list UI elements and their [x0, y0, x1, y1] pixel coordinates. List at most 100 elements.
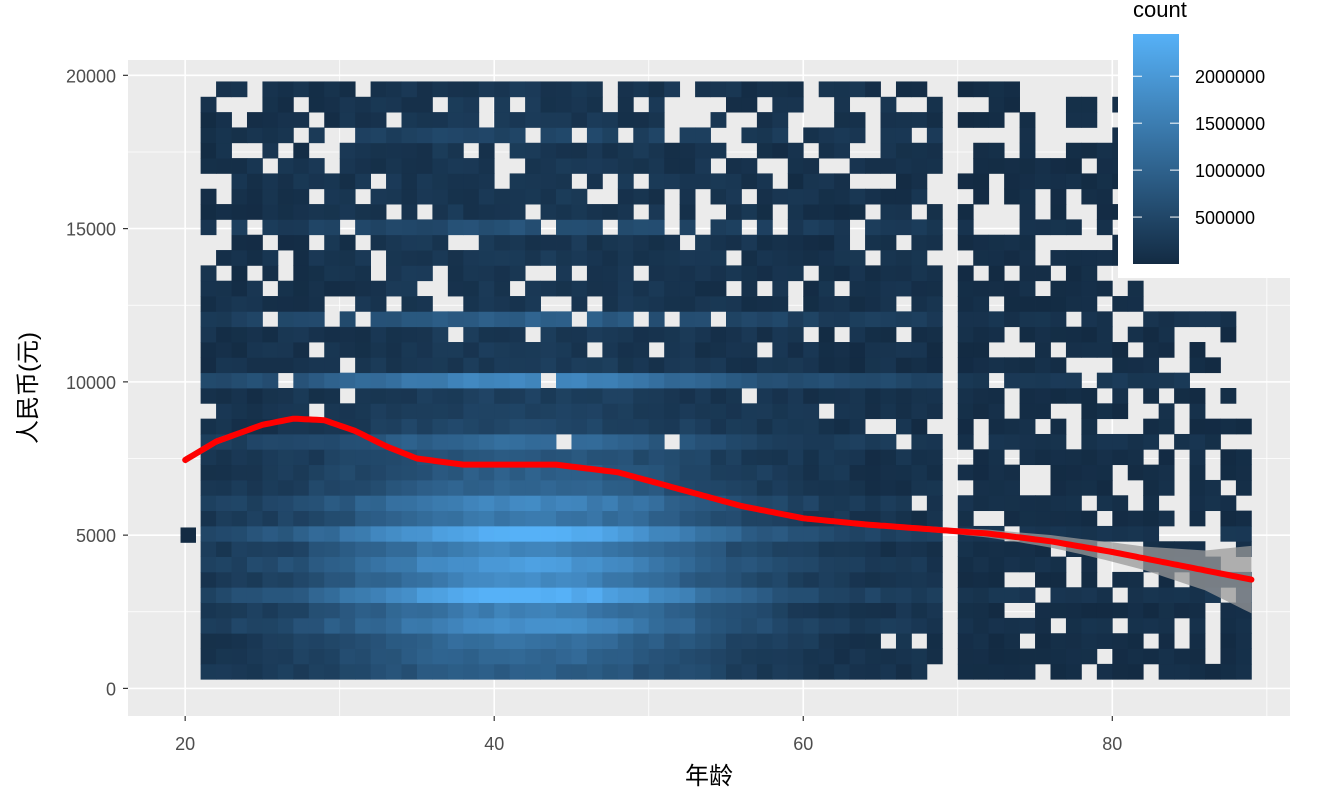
heatmap-bin [1127, 617, 1144, 634]
heatmap-bin [803, 311, 820, 328]
heatmap-bin [957, 433, 974, 450]
heatmap-bin [432, 418, 449, 435]
heatmap-bin [849, 418, 866, 435]
heatmap-bin [231, 280, 248, 297]
heatmap-bin [509, 265, 526, 282]
heatmap-bin [1035, 357, 1051, 374]
heatmap-bin [1050, 464, 1067, 481]
heatmap-bin [432, 388, 449, 404]
heatmap-bin [246, 127, 263, 144]
heatmap-bin [988, 479, 1005, 496]
heatmap-bin [617, 280, 634, 297]
heatmap-bin [988, 96, 1005, 113]
heatmap-bin [911, 648, 928, 665]
heatmap-bin [756, 602, 773, 619]
heatmap-bin [401, 617, 418, 634]
heatmap-bin [679, 587, 696, 603]
heatmap-bin [849, 633, 866, 649]
heatmap-bin [648, 433, 665, 450]
heatmap-bin [648, 617, 665, 634]
heatmap-bin [1205, 311, 1221, 328]
heatmap-bin [370, 142, 387, 159]
heatmap-bin [586, 326, 603, 343]
heatmap-bin [957, 388, 974, 404]
heatmap-bin [895, 204, 912, 220]
heatmap-bin [664, 234, 681, 251]
heatmap-bin [525, 633, 541, 649]
heatmap-bin [401, 388, 418, 404]
heatmap-bin [293, 464, 310, 481]
heatmap-bin [849, 342, 866, 358]
heatmap-bin [849, 158, 866, 174]
heatmap-bin [865, 617, 881, 634]
heatmap-bin [355, 479, 371, 496]
heatmap-bin [957, 326, 974, 343]
heatmap-bin [463, 188, 480, 205]
heatmap-bin [1220, 617, 1237, 634]
heatmap-bin [725, 357, 742, 374]
heatmap-bin [1143, 525, 1160, 542]
heatmap-bin [293, 326, 310, 343]
heatmap-bin [556, 663, 572, 680]
heatmap-bin [246, 633, 263, 649]
heatmap-bin [556, 587, 572, 603]
heatmap-bin [586, 510, 603, 527]
heatmap-bin [911, 556, 928, 573]
heatmap-bin [710, 433, 727, 450]
heatmap-bin [525, 495, 541, 512]
heatmap-bin [463, 617, 480, 634]
heatmap-bin [231, 464, 248, 481]
heatmap-bin [246, 495, 263, 512]
heatmap-bin [540, 541, 557, 557]
heatmap-bin [772, 433, 789, 450]
heatmap-bin [386, 633, 402, 649]
heatmap-bin [571, 204, 588, 220]
heatmap-bin [1035, 617, 1051, 634]
heatmap-bin [308, 587, 325, 603]
heatmap-bin [216, 357, 232, 374]
heatmap-bin [494, 510, 511, 527]
heatmap-bin [308, 602, 325, 619]
heatmap-bin [571, 142, 588, 159]
heatmap-bin [772, 96, 789, 113]
heatmap-bin [602, 571, 619, 588]
heatmap-bin [216, 633, 232, 649]
heatmap-bin [556, 357, 572, 374]
heatmap-bin [370, 510, 387, 527]
heatmap-bin [664, 403, 681, 420]
heatmap-bin [988, 663, 1005, 680]
heatmap-bin [926, 357, 943, 374]
heatmap-bin [1019, 296, 1036, 312]
heatmap-bin [324, 433, 341, 450]
heatmap-bin [416, 663, 433, 680]
heatmap-bin [725, 464, 742, 481]
heatmap-bin [401, 587, 418, 603]
heatmap-bin [277, 234, 294, 251]
heatmap-bin [556, 142, 572, 159]
heatmap-bin [571, 372, 588, 389]
heatmap-bin [1035, 433, 1051, 450]
heatmap-bin [911, 188, 928, 205]
heatmap-bin [1127, 510, 1144, 527]
heatmap-bin [695, 617, 711, 634]
heatmap-bin [509, 403, 526, 420]
heatmap-bin [1158, 510, 1175, 527]
heatmap-bin [1220, 326, 1237, 343]
heatmap-bin [339, 112, 356, 128]
heatmap-bin [664, 587, 681, 603]
heatmap-bin [617, 602, 634, 619]
heatmap-bin [725, 633, 742, 649]
heatmap-bin [617, 633, 634, 649]
heatmap-bin [756, 648, 773, 665]
heatmap-bin [1081, 296, 1098, 312]
heatmap-bin [787, 372, 804, 389]
heatmap-bin [695, 388, 711, 404]
heatmap-bin [772, 311, 789, 328]
heatmap-bin [293, 541, 310, 557]
heatmap-bin [339, 602, 356, 619]
heatmap-bin [1189, 602, 1206, 619]
heatmap-bin [725, 326, 742, 343]
heatmap-bin [401, 633, 418, 649]
heatmap-bin [957, 495, 974, 512]
heatmap-bin [370, 602, 387, 619]
